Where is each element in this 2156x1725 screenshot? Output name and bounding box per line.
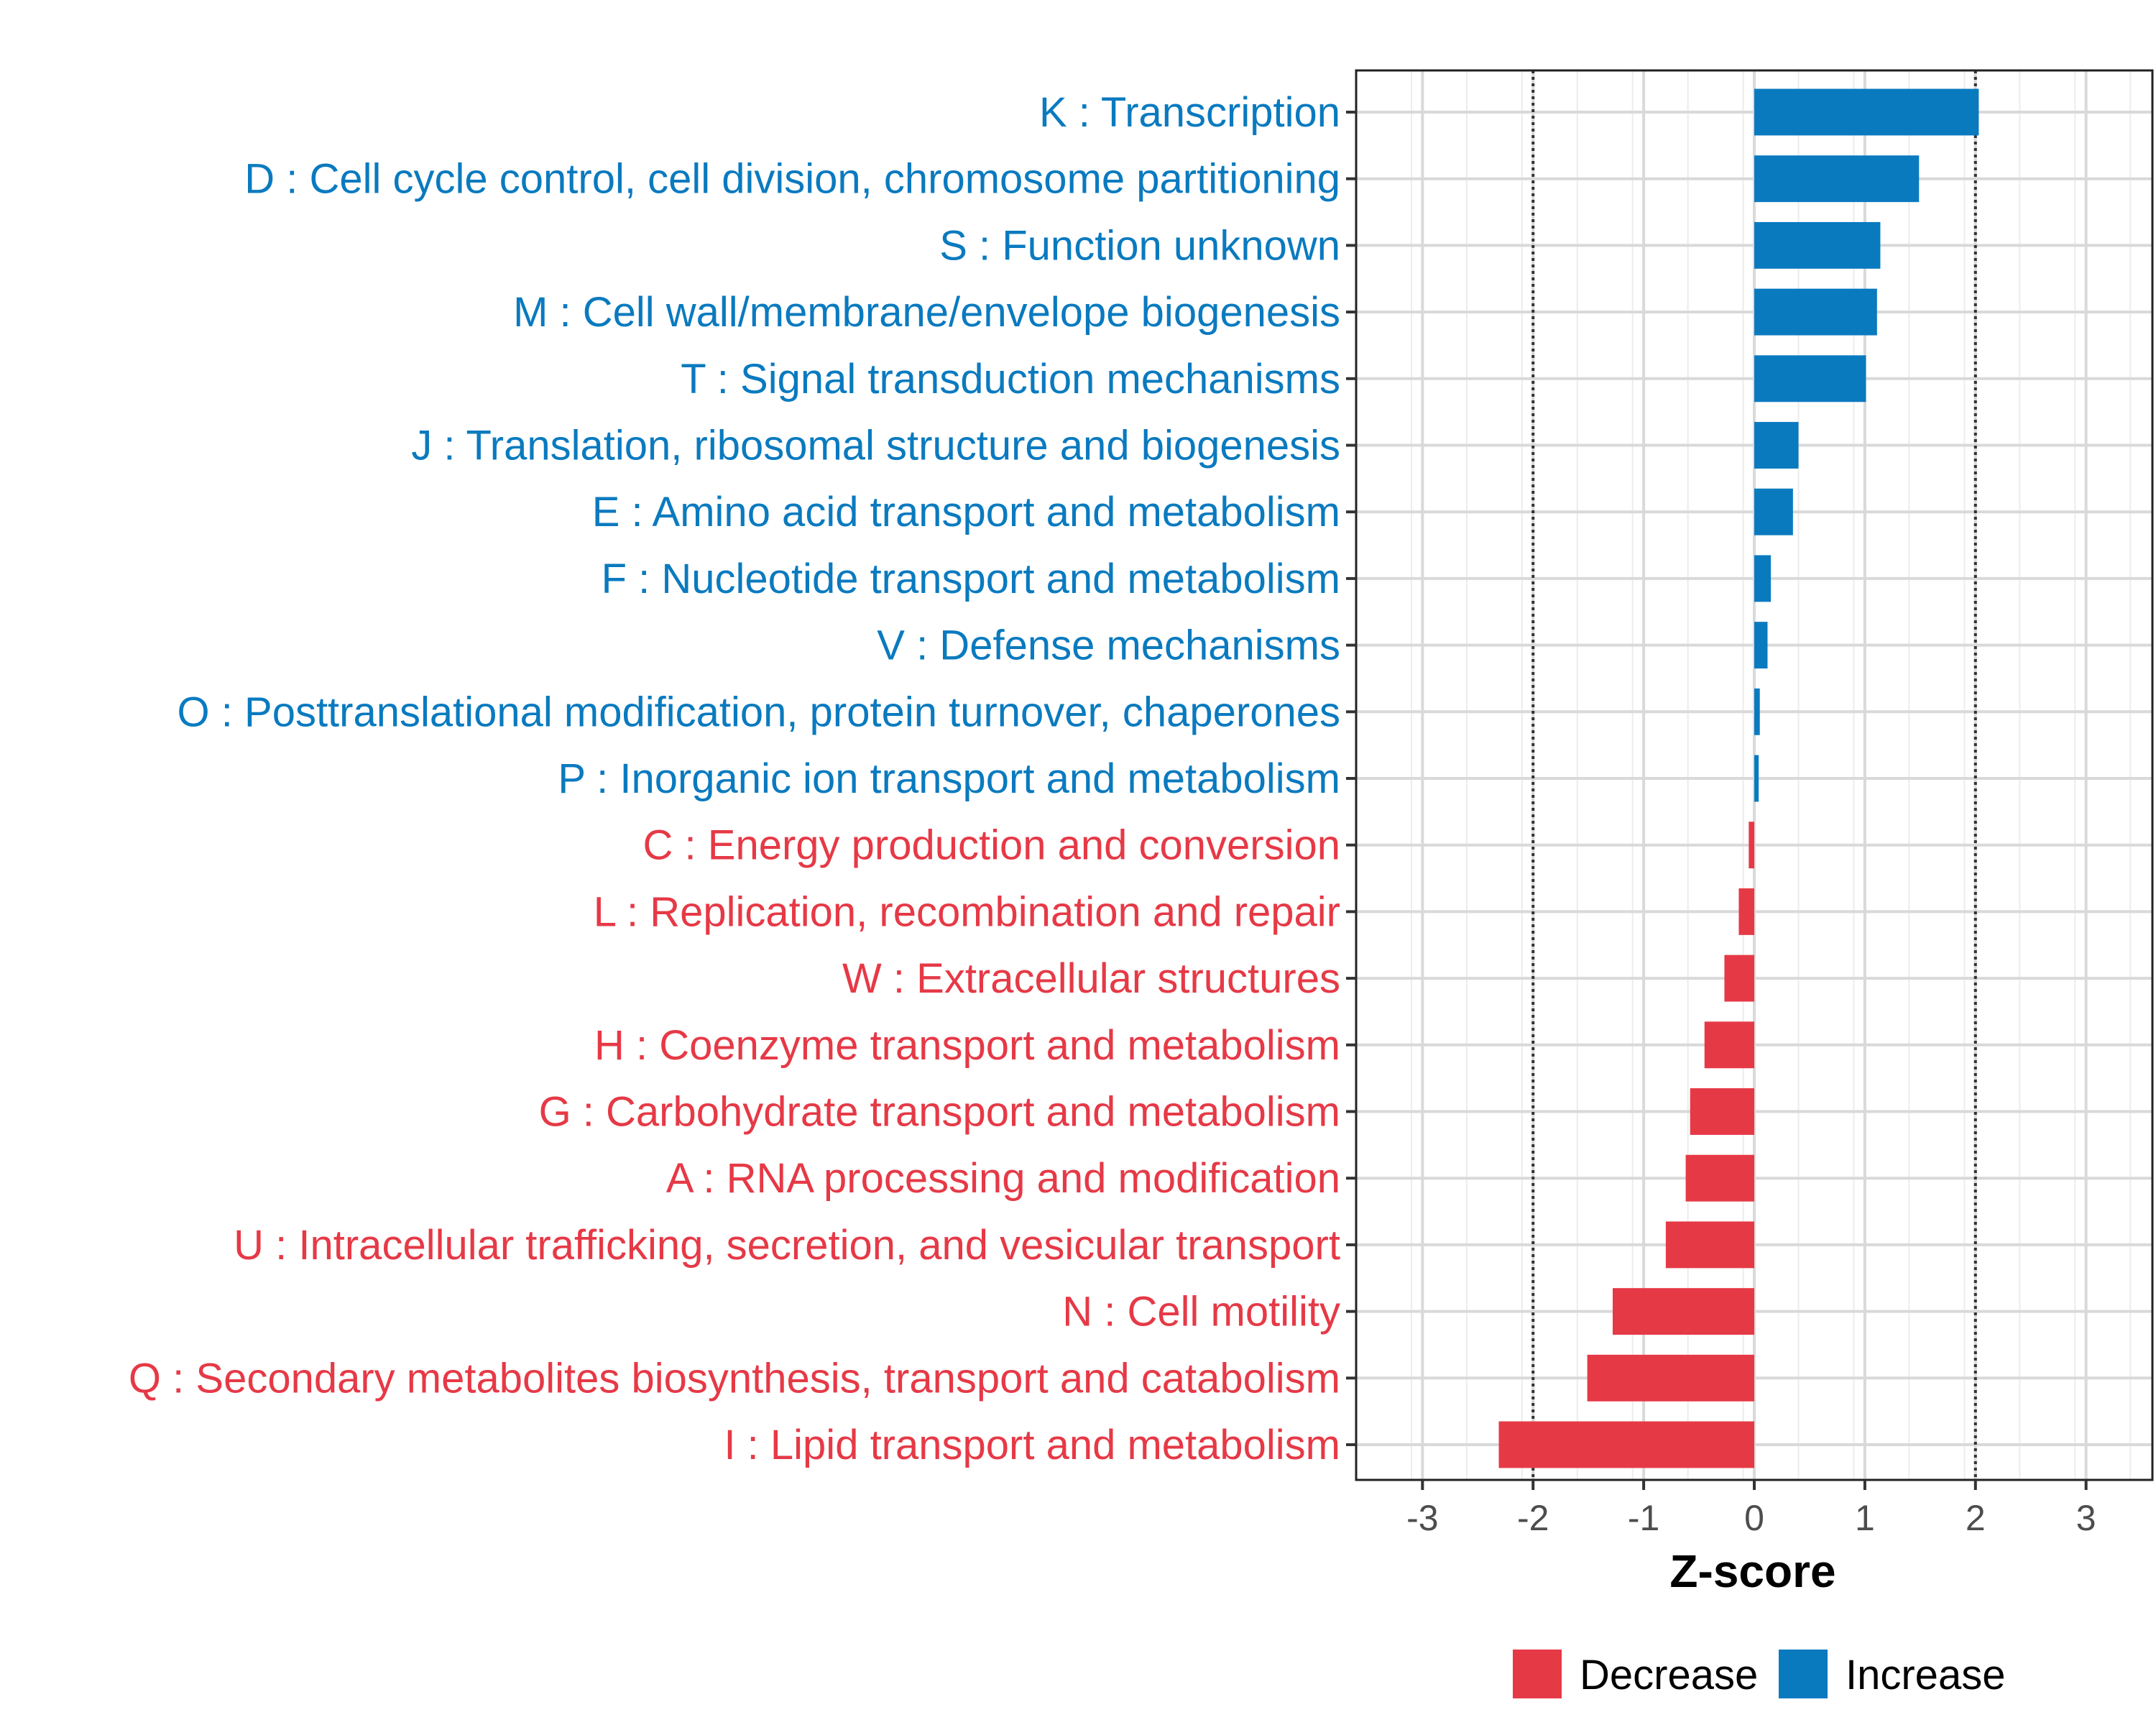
bar xyxy=(1754,288,1877,336)
bar xyxy=(1754,155,1920,203)
bar xyxy=(1754,555,1772,602)
y-axis-labels: K : Transcription D : Cell cycle control,… xyxy=(129,89,1340,1468)
y-tick-label: I : Lipid transport and metabolism xyxy=(724,1422,1340,1468)
y-tick-label: A : RNA processing and modification xyxy=(666,1155,1340,1202)
bar xyxy=(1724,954,1754,1002)
y-tick-label: Q : Secondary metabolites biosynthesis, … xyxy=(129,1355,1340,1402)
legend-label-decrease: Decrease xyxy=(1580,1652,1758,1698)
y-tick-label: C : Energy production and conversion xyxy=(643,822,1340,869)
bar xyxy=(1754,488,1793,535)
bar xyxy=(1498,1421,1754,1468)
y-tick-label: S : Function unknown xyxy=(939,222,1340,269)
bar xyxy=(1690,1088,1754,1135)
x-tick-label: 2 xyxy=(1966,1498,1986,1538)
bar xyxy=(1754,688,1760,735)
y-tick-label: E : Amino acid transport and metabolism xyxy=(592,489,1340,535)
x-axis-ticks xyxy=(1421,1480,2088,1490)
x-axis-labels: -3 -2 -1 0 1 2 3 xyxy=(1406,1498,2096,1538)
y-tick-label: O : Posttranslational modification, prot… xyxy=(178,689,1340,735)
legend: Decrease Increase xyxy=(1513,1650,2005,1698)
legend-key-increase xyxy=(1779,1650,1828,1698)
bar xyxy=(1754,88,1979,136)
bars xyxy=(1498,88,1979,1468)
y-tick-label: W : Extracellular structures xyxy=(842,955,1340,1002)
y-tick-label: V : Defense mechanisms xyxy=(877,622,1340,669)
x-tick-label: -3 xyxy=(1406,1498,1438,1538)
x-tick-label: 1 xyxy=(1855,1498,1875,1538)
x-axis-title: Z-score xyxy=(1669,1545,1835,1597)
y-tick-label: G : Carbohydrate transport and metabolis… xyxy=(539,1089,1340,1136)
y-tick-label: H : Coenzyme transport and metabolism xyxy=(594,1022,1340,1069)
bar xyxy=(1754,622,1768,669)
y-tick-label: F : Nucleotide transport and metabolism xyxy=(602,556,1340,602)
grid-lines xyxy=(1355,70,2152,1480)
y-tick-label: M : Cell wall/membrane/envelope biogenes… xyxy=(513,289,1340,336)
y-tick-label: K : Transcription xyxy=(1039,89,1340,136)
y-tick-label: N : Cell motility xyxy=(1062,1289,1340,1335)
bar xyxy=(1665,1221,1754,1269)
x-tick-label: -1 xyxy=(1628,1498,1659,1538)
legend-key-decrease xyxy=(1513,1650,1562,1698)
bar xyxy=(1685,1154,1754,1202)
bar xyxy=(1613,1288,1754,1335)
bar xyxy=(1754,355,1866,402)
y-tick-label: J : Translation, ribosomal structure and… xyxy=(411,423,1340,469)
reference-lines xyxy=(1531,70,1977,1480)
y-tick-label: U : Intracellular trafficking, secretion… xyxy=(234,1222,1340,1269)
bar xyxy=(1754,221,1881,269)
bar xyxy=(1754,755,1759,802)
y-tick-label: P : Inorganic ion transport and metaboli… xyxy=(558,755,1340,802)
bar xyxy=(1749,822,1754,869)
y-tick-label: D : Cell cycle control, cell division, c… xyxy=(244,156,1340,203)
y-tick-label: T : Signal transduction mechanisms xyxy=(681,356,1340,402)
legend-label-increase: Increase xyxy=(1846,1652,2005,1698)
x-tick-label: 3 xyxy=(2076,1498,2096,1538)
y-axis-ticks xyxy=(1346,111,1356,1446)
x-tick-label: 0 xyxy=(1744,1498,1764,1538)
bar xyxy=(1704,1021,1754,1069)
x-tick-label: -2 xyxy=(1517,1498,1549,1538)
bar xyxy=(1738,888,1754,935)
y-tick-label: L : Replication, recombination and repai… xyxy=(594,888,1340,935)
bar xyxy=(1754,422,1799,469)
bar xyxy=(1587,1354,1754,1402)
